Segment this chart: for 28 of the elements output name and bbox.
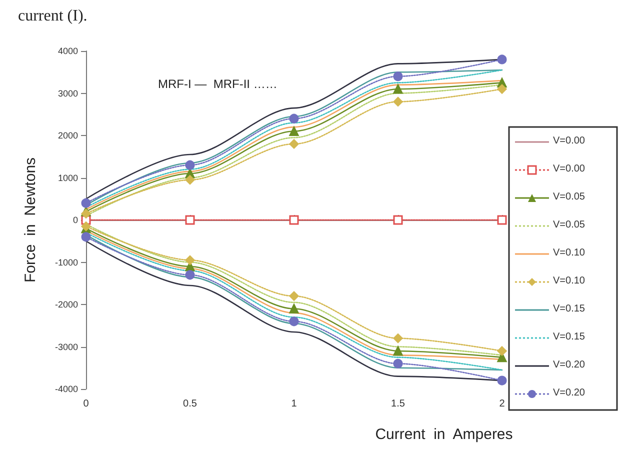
y-tick-label: -2000 — [54, 300, 78, 310]
legend-label: V=0.10 — [553, 276, 586, 286]
x-tick-label: 0 — [83, 398, 90, 410]
x-axis-title: Current in Amperes — [375, 426, 513, 443]
y-tick-label: 1000 — [58, 172, 78, 183]
legend-label: V=0.05 — [553, 192, 586, 202]
x-tick-label: 1 — [291, 398, 298, 410]
x-tick-label: 2 — [499, 398, 506, 410]
legend-label: V=0.20 — [553, 360, 586, 370]
legend-label: V=0.15 — [553, 332, 586, 342]
text: current (I). — [18, 8, 88, 24]
legend-label: V=0.00 — [553, 164, 586, 174]
x-tick-label: 0.5 — [183, 398, 198, 410]
y-tick-label: 3000 — [58, 88, 78, 98]
legend-label: V=0.00 — [553, 136, 586, 146]
y-tick-label: -4000 — [54, 384, 78, 394]
legend-label: V=0.10 — [553, 248, 586, 258]
x-tick-label: 1.5 — [391, 398, 406, 410]
y-tick-label: -1000 — [54, 257, 78, 268]
y-tick-label: 2000 — [58, 130, 78, 140]
legend-label: V=0.15 — [553, 304, 586, 314]
y-tick-label: 0 — [72, 215, 78, 225]
legend-label: V=0.05 — [553, 220, 586, 230]
y-tick-label: 4000 — [58, 46, 78, 56]
y-tick-label: -3000 — [54, 342, 78, 352]
legend-label: V=0.20 — [553, 388, 586, 398]
annotation: MRF-I — MRF-II …… — [158, 77, 278, 91]
y-axis-title: Force in Newtons — [22, 157, 39, 283]
